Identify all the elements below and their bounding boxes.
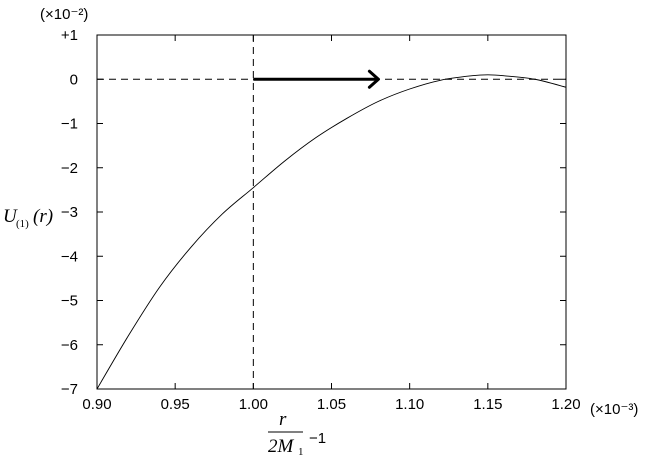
y-axis-label-main: U: [3, 206, 18, 227]
arrow-head: [367, 69, 380, 89]
plot-frame: [96, 34, 567, 390]
y-tick-label: −1: [61, 116, 78, 133]
y-tick-label: −4: [61, 248, 78, 265]
x-tick-label: 1.15: [473, 396, 502, 413]
y-tick-label: 0: [70, 71, 78, 88]
y-scale-label: (×10⁻²): [40, 6, 88, 23]
x-axis-label-denominator: 2M: [268, 436, 295, 457]
x-tick-label: 0.95: [161, 396, 190, 413]
x-tick-label: 1.10: [395, 396, 424, 413]
x-tick-label: 1.05: [317, 396, 346, 413]
potential-curve: [97, 74, 566, 389]
y-tick-label: −7: [61, 381, 78, 398]
x-scale-label: (×10⁻³): [590, 401, 638, 418]
y-tick-label: −6: [61, 337, 78, 354]
x-axis-label-numerator: r: [279, 409, 287, 430]
x-axis-label-suffix: −1: [309, 430, 326, 447]
x-tick-label: 1.20: [551, 396, 580, 413]
x-tick-label: 0.90: [82, 396, 111, 413]
y-tick-label: −2: [61, 160, 78, 177]
x-tick-label: 1.00: [239, 396, 268, 413]
y-tick-label: +1: [61, 27, 78, 44]
y-tick-label: −5: [61, 293, 78, 310]
y-axis-label-subscript: (1): [16, 218, 29, 230]
y-axis-label-arg: (r): [33, 206, 53, 227]
x-axis-label-denominator-sub: 1: [298, 446, 304, 458]
y-tick-label: −3: [61, 204, 78, 221]
